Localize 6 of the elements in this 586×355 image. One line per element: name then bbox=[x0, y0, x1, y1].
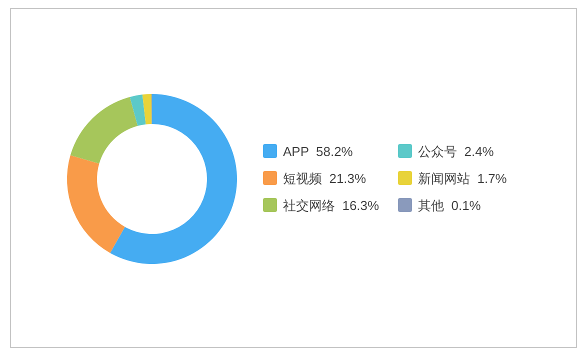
legend-label: 其他 0.1% bbox=[418, 198, 482, 213]
legend-label: APP 58.2% bbox=[283, 144, 354, 159]
legend-label: 短视频 21.3% bbox=[283, 171, 367, 186]
legend-label: 新闻网站 1.7% bbox=[418, 171, 508, 186]
legend-label: 社交网络 16.3% bbox=[283, 198, 380, 213]
legend-label: 公众号 2.4% bbox=[418, 144, 494, 159]
